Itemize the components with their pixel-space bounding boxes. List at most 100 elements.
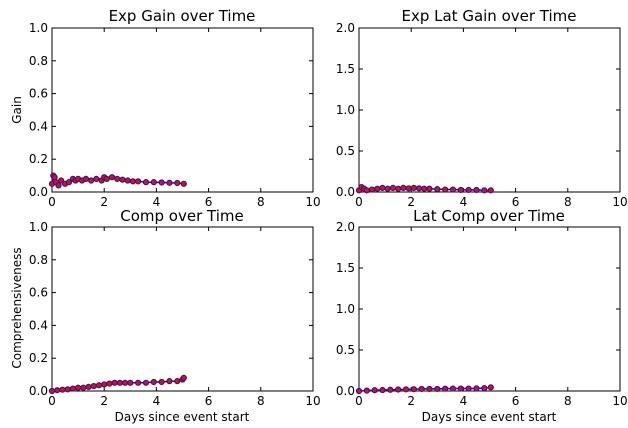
x-tick-label: 10 bbox=[612, 394, 627, 408]
data-point bbox=[410, 386, 417, 393]
data-point bbox=[402, 386, 410, 393]
y-tick-label: 0.6 bbox=[29, 87, 48, 101]
x-axis-label: Days since event start bbox=[422, 410, 557, 424]
x-tick-label: 8 bbox=[564, 394, 572, 408]
data-point bbox=[174, 179, 181, 187]
data-point bbox=[371, 387, 378, 394]
y-tick-label: 0.2 bbox=[29, 152, 48, 166]
data-point bbox=[180, 374, 187, 381]
data-point bbox=[80, 384, 87, 391]
data-point bbox=[142, 179, 150, 186]
y-tick-label: 1.0 bbox=[29, 220, 48, 234]
x-tick-label: 4 bbox=[460, 394, 468, 408]
data-point bbox=[124, 177, 131, 184]
data-point bbox=[55, 182, 62, 189]
data-point bbox=[421, 185, 428, 192]
y-axis-label: Gain bbox=[10, 96, 24, 124]
data-point bbox=[363, 187, 370, 194]
y-tick-label: 0.8 bbox=[29, 253, 48, 267]
data-point bbox=[180, 180, 187, 187]
data-point bbox=[473, 186, 480, 194]
data-point bbox=[88, 177, 95, 184]
data-point bbox=[116, 379, 123, 386]
x-tick-label: 8 bbox=[257, 394, 265, 408]
x-tick-label: 2 bbox=[100, 394, 108, 408]
data-point bbox=[166, 179, 173, 186]
x-tick-label: 0 bbox=[355, 195, 363, 209]
x-axis-label: Days since event start bbox=[115, 410, 250, 424]
data-point bbox=[415, 185, 423, 192]
data-point bbox=[58, 177, 65, 184]
data-point bbox=[449, 186, 457, 193]
data-point bbox=[442, 385, 449, 392]
data-point bbox=[119, 176, 126, 183]
y-axis-label: Comprehensiveness bbox=[10, 247, 24, 368]
data-point bbox=[166, 378, 173, 385]
x-tick-label: 8 bbox=[564, 195, 572, 209]
plot-frame bbox=[51, 27, 314, 193]
x-tick-label: 4 bbox=[460, 195, 468, 209]
data-point bbox=[127, 379, 134, 386]
data-point bbox=[158, 179, 165, 186]
y-tick-label: 1.0 bbox=[29, 21, 48, 35]
x-tick-label: 8 bbox=[257, 195, 265, 209]
y-tick-label: 0.5 bbox=[336, 144, 355, 158]
x-tick-label: 2 bbox=[100, 195, 108, 209]
data-point bbox=[449, 385, 457, 392]
y-tick-label: 0.8 bbox=[29, 54, 48, 68]
data-point bbox=[69, 385, 76, 392]
data-point bbox=[368, 186, 376, 193]
x-tick-label: 6 bbox=[205, 394, 213, 408]
y-tick-label: 0.4 bbox=[29, 318, 48, 332]
chart-panel-lat-comp: Lat Comp over Time Days since event star… bbox=[336, 207, 628, 424]
data-point bbox=[129, 178, 137, 185]
data-point bbox=[426, 385, 433, 393]
y-tick-label: 0.0 bbox=[336, 384, 355, 398]
data-point bbox=[108, 174, 116, 181]
data-point bbox=[434, 186, 441, 193]
data-point bbox=[465, 186, 472, 194]
x-tick-label: 2 bbox=[407, 195, 415, 209]
chart-panel-exp-lat-gain: Exp Lat Gain over Time 0 2 4 6 8 10 0.0 0.5 1.0 1… bbox=[336, 7, 628, 209]
y-tick-label: 0.4 bbox=[29, 119, 48, 133]
chart-title: Exp Lat Gain over Time bbox=[401, 7, 576, 25]
y-tick-label: 1.0 bbox=[336, 103, 355, 117]
plot-frame bbox=[358, 27, 621, 193]
data-point bbox=[135, 379, 142, 386]
data-point bbox=[103, 175, 110, 182]
y-tick-label: 0.2 bbox=[29, 351, 48, 365]
data-point bbox=[395, 386, 402, 393]
data-point bbox=[465, 385, 472, 392]
data-point bbox=[59, 386, 66, 393]
data-point bbox=[481, 385, 488, 392]
y-tick-label: 0.5 bbox=[336, 343, 355, 357]
y-tick-label: 0.0 bbox=[336, 185, 355, 199]
data-point bbox=[405, 185, 412, 192]
x-tick-label: 10 bbox=[612, 195, 627, 209]
data-point bbox=[457, 186, 464, 194]
x-tick-label: 0 bbox=[48, 394, 56, 408]
y-tick-label: 0.6 bbox=[29, 286, 48, 300]
data-point bbox=[387, 386, 394, 393]
data-point bbox=[384, 185, 391, 192]
data-point bbox=[473, 385, 480, 392]
data-point bbox=[374, 185, 381, 192]
data-point bbox=[75, 384, 82, 391]
data-point bbox=[158, 378, 165, 386]
data-point bbox=[101, 381, 108, 388]
data-point bbox=[442, 186, 449, 193]
data-point bbox=[363, 387, 370, 394]
x-tick-label: 2 bbox=[407, 394, 415, 408]
data-point bbox=[121, 379, 129, 386]
x-tick-label: 10 bbox=[305, 394, 320, 408]
y-tick-label: 1.5 bbox=[336, 261, 355, 275]
data-point bbox=[410, 184, 417, 191]
data-point bbox=[64, 386, 71, 393]
data-point bbox=[48, 387, 56, 395]
data-point bbox=[434, 385, 441, 393]
data-point bbox=[95, 382, 103, 389]
data-point bbox=[487, 384, 494, 391]
data-point bbox=[481, 187, 488, 194]
x-tick-label: 6 bbox=[512, 195, 520, 209]
data-point bbox=[90, 382, 97, 390]
